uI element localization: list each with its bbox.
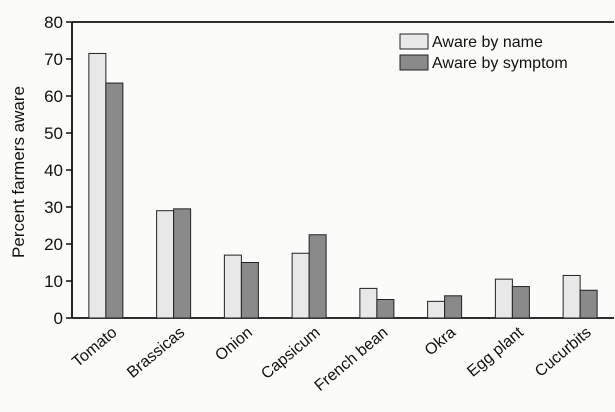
- bar-aware-by-name-tomato: [88, 52, 107, 319]
- x-tick-label: Capsicum: [258, 324, 323, 383]
- y-tick-label: 60: [44, 87, 63, 106]
- legend-swatch: [399, 33, 429, 50]
- bar-aware-by-name-french-bean: [359, 287, 378, 319]
- bar-aware-by-name-cucurbits: [562, 274, 581, 319]
- bar-aware-by-name-okra: [427, 300, 446, 319]
- x-tick-label: Brassicas: [124, 324, 188, 382]
- bar-aware-by-symptom-tomato: [105, 82, 124, 319]
- bar-aware-by-name-egg-plant: [494, 278, 513, 319]
- y-tick-label: 40: [44, 161, 63, 180]
- bar-aware-by-symptom-onion: [240, 262, 259, 319]
- y-axis-title: Percent farmers aware: [9, 86, 28, 258]
- bar-aware-by-symptom-egg-plant: [511, 286, 530, 319]
- bar-aware-by-name-brassicas: [156, 210, 175, 319]
- bars: [88, 52, 598, 319]
- x-tick-label: French bean: [312, 324, 392, 395]
- bar-aware-by-symptom-capsicum: [308, 234, 327, 319]
- bar-aware-by-symptom-brassicas: [173, 208, 192, 319]
- y-tick-label: 50: [44, 124, 63, 143]
- x-tick-label: Egg plant: [464, 324, 527, 381]
- legend-swatch: [399, 54, 429, 71]
- y-tick-label: 0: [54, 309, 63, 328]
- x-tick-label: Cucurbits: [532, 324, 595, 380]
- bar-aware-by-name-onion: [223, 254, 242, 319]
- bar-aware-by-symptom-french-bean: [376, 299, 395, 319]
- x-tick-label: Onion: [212, 324, 256, 364]
- legend: Aware by name Aware by symptom: [399, 33, 568, 72]
- y-tick-label: 20: [44, 235, 63, 254]
- bar-aware-by-name-capsicum: [291, 252, 310, 319]
- legend-label: Aware by name: [432, 34, 543, 51]
- y-tick-label: 70: [44, 50, 63, 69]
- bar-aware-by-symptom-cucurbits: [579, 289, 598, 319]
- x-tick-label: Tomato: [69, 324, 120, 371]
- y-tick-label: 30: [44, 198, 63, 217]
- bar-aware-by-symptom-okra: [444, 295, 463, 319]
- y-tick-label: 10: [44, 272, 63, 291]
- y-axis: 0 10 20 30 40 50 60 70 80: [44, 13, 72, 328]
- x-tick-label: Okra: [422, 324, 460, 359]
- legend-label: Aware by symptom: [432, 55, 568, 72]
- y-tick-label: 80: [44, 13, 63, 32]
